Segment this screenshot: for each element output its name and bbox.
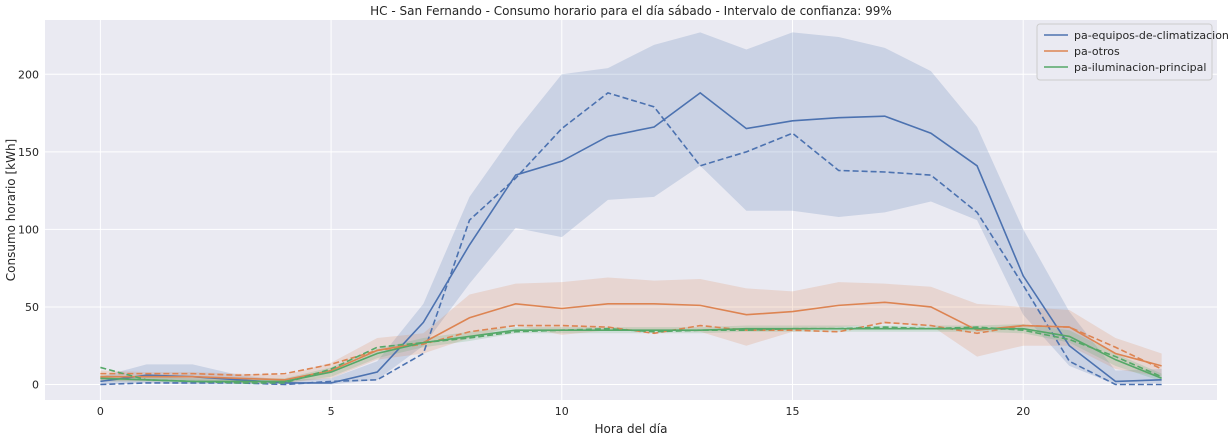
y-tick-label: 50: [25, 301, 39, 314]
series-lines: [100, 91, 1162, 386]
y-tick-label: 100: [18, 223, 39, 236]
x-tick-label: 0: [97, 405, 104, 418]
y-tick-label: 200: [18, 68, 39, 81]
grid-lines: [45, 20, 1217, 400]
reference-line: [100, 92, 1162, 386]
legend-label: pa-equipos-de-climatizacion: [1074, 29, 1228, 42]
x-tick-label: 20: [1016, 405, 1030, 418]
x-tick-label: 5: [328, 405, 335, 418]
plot-background: [45, 20, 1217, 400]
legend-label: pa-iluminacion-principal: [1074, 61, 1206, 74]
legend-box: [1036, 23, 1213, 81]
series-line: [100, 327, 1162, 383]
legend: pa-equipos-de-climatizacion pa-otros pa-il…: [1036, 23, 1228, 81]
y-tick-label: 150: [18, 146, 39, 159]
series-line: [100, 91, 1162, 384]
y-axis-label: Consumo horario [kWh]: [4, 139, 18, 281]
x-tick-labels: 0 5 10 15 20: [97, 405, 1030, 418]
chart-title: HC - San Fernando - Consumo horario para…: [370, 4, 892, 18]
x-tick-label: 15: [785, 405, 799, 418]
x-tick-label: 10: [555, 405, 569, 418]
x-axis-label: Hora del día: [595, 422, 668, 436]
y-tick-label: 0: [32, 378, 39, 391]
legend-label: pa-otros: [1074, 45, 1120, 58]
confidence-band: [100, 324, 1162, 383]
y-tick-labels: 0 50 100 150 200: [18, 68, 39, 391]
